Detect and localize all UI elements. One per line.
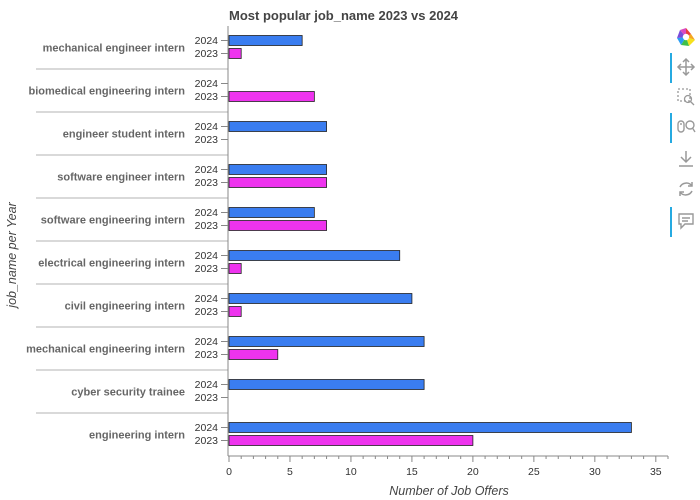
year-label: 2023 (195, 220, 219, 232)
year-label: 2024 (195, 207, 219, 219)
year-label: 2023 (195, 177, 219, 189)
category-label: engineer student intern (63, 129, 186, 141)
year-label: 2023 (195, 134, 219, 146)
category-label: electrical engineering intern (38, 258, 185, 270)
year-label: 2023 (195, 306, 219, 318)
category-label: civil engineering intern (65, 301, 186, 313)
year-label: 2024 (195, 250, 219, 262)
x-tick-label: 25 (528, 466, 540, 478)
x-axis-title: Number of Job Offers (389, 484, 509, 498)
chart-toolbar (670, 24, 700, 244)
category-label: engineering intern (89, 430, 185, 442)
bars-group (228, 35, 632, 446)
pan-icon[interactable] (670, 53, 699, 83)
y-axis-title: job_name per Year (5, 201, 19, 309)
category-label: mechanical engineer intern (43, 43, 186, 55)
x-tick-label: 30 (589, 466, 601, 478)
year-label: 2023 (195, 91, 219, 103)
category-labels: mechanical engineer intern biomedical eng… (26, 43, 185, 442)
category-label: biomedical engineering intern (29, 86, 186, 98)
x-axis: 0 5 10 15 20 25 30 35 (226, 455, 669, 478)
year-label: 2024 (195, 379, 219, 391)
x-tick-label: 20 (467, 466, 479, 478)
bar-2024-9 (228, 422, 632, 433)
bar-2024-7 (228, 336, 425, 347)
category-label: software engineer intern (57, 172, 185, 184)
year-label: 2024 (195, 293, 219, 305)
reset-icon[interactable] (673, 176, 699, 202)
year-label: 2023 (195, 392, 219, 404)
x-tick-label: 35 (650, 466, 662, 478)
year-label: 2023 (195, 435, 219, 447)
x-tick-label: 15 (406, 466, 418, 478)
year-label: 2023 (195, 263, 219, 275)
category-label: software engineering intern (41, 215, 186, 227)
year-label: 2024 (195, 78, 219, 90)
bar-2023-7 (228, 349, 279, 360)
bokeh-logo-icon[interactable] (673, 24, 699, 50)
bar-2023-5 (228, 263, 242, 274)
chart-title: Most popular job_name 2023 vs 2024 (229, 8, 459, 23)
wheel-zoom-icon[interactable] (670, 113, 699, 143)
save-icon[interactable] (673, 146, 699, 172)
year-label: 2024 (195, 422, 219, 434)
bar-2023-9 (228, 435, 474, 446)
year-labels: 2024202320242023202420232024202320242023… (195, 35, 228, 447)
bar-2024-0 (228, 35, 303, 46)
box-zoom-icon[interactable] (673, 84, 699, 110)
x-tick-label: 10 (345, 466, 357, 478)
bar-2024-8 (228, 379, 425, 390)
x-tick-label: 5 (287, 466, 293, 478)
hover-icon[interactable] (670, 207, 699, 237)
bar-2023-6 (228, 306, 242, 317)
bar-2023-3 (228, 177, 327, 188)
bar-2024-5 (228, 250, 401, 261)
bar-2023-1 (228, 91, 315, 102)
bar-2024-4 (228, 207, 315, 218)
bar-2023-4 (228, 220, 327, 231)
bar-2023-0 (228, 48, 242, 59)
category-label: cyber security trainee (71, 387, 185, 399)
year-label: 2024 (195, 164, 219, 176)
bar-2024-3 (228, 164, 327, 175)
year-label: 2024 (195, 35, 219, 47)
bar-2024-2 (228, 121, 327, 132)
year-label: 2023 (195, 48, 219, 60)
year-label: 2024 (195, 121, 219, 133)
bar-2024-6 (228, 293, 413, 304)
category-label: mechanical engineering intern (26, 344, 185, 356)
year-label: 2023 (195, 349, 219, 361)
year-label: 2024 (195, 336, 219, 348)
x-tick-label: 0 (226, 466, 232, 478)
